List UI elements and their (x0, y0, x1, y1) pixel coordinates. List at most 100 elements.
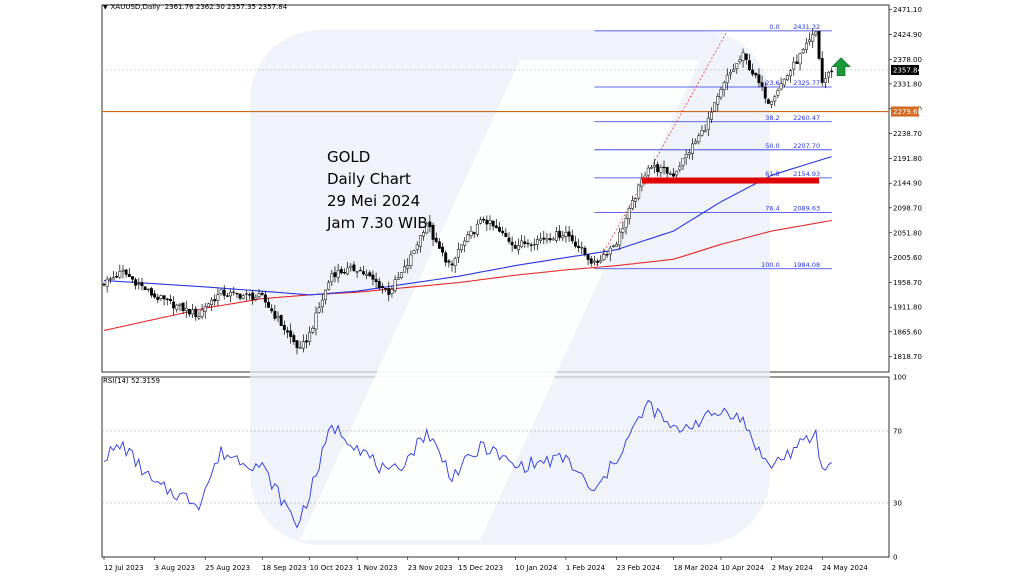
price-tick-label: 1818.70 (893, 353, 922, 361)
candle-body (551, 238, 555, 241)
candle-body (181, 302, 185, 312)
candle-body (219, 289, 223, 294)
annotation-line-2: Daily Chart (327, 170, 411, 188)
candle-body (137, 283, 141, 285)
candle-body (542, 237, 546, 240)
candle-body (662, 166, 666, 169)
candle-body (108, 278, 112, 280)
candle-body (267, 302, 270, 308)
candle-body (488, 220, 492, 224)
candle-body (387, 288, 391, 295)
candle-body (384, 288, 388, 290)
price-tick-label: 2378.00 (893, 56, 922, 64)
candle-body (697, 135, 701, 143)
time-tick-label: 24 May 2024 (822, 564, 868, 572)
candle-body (668, 173, 672, 175)
candle-body (365, 273, 369, 276)
candle-body (441, 246, 444, 253)
candle-body (197, 316, 201, 319)
candle-body (760, 82, 764, 87)
candle-body (194, 308, 198, 317)
candle-body (270, 308, 274, 312)
candle-body (260, 292, 264, 295)
price-tick-label: 2144.90 (893, 180, 922, 188)
candle-body (656, 164, 660, 173)
candle-body (517, 245, 520, 251)
candle-body (498, 227, 501, 232)
candle-body (684, 153, 688, 158)
candle-body (539, 238, 543, 241)
fib-price-label: 2089.63 (793, 205, 820, 213)
candle-body (418, 235, 422, 247)
fib-ratio-label: 100.0 (761, 261, 780, 269)
candle-body (494, 225, 498, 228)
rsi-series-line (103, 399, 832, 529)
candle-body (254, 297, 258, 300)
fib-price-label: 2325.77 (793, 79, 820, 87)
candle-body (469, 230, 473, 237)
candle-body (811, 34, 815, 42)
support-zone-bar (641, 177, 820, 184)
rsi-header: RSI(14) 52.3159 (103, 377, 160, 385)
candle-body (583, 247, 587, 255)
candle-body (368, 272, 372, 277)
rsi-title: RSI(14) 52.3159 (103, 377, 160, 385)
price-tick-label: 2005.60 (893, 254, 922, 262)
candle-body (681, 158, 685, 166)
candle-body (175, 304, 179, 310)
rsi-tick-label: 70 (893, 428, 902, 436)
candle-body (444, 252, 448, 263)
candle-body (491, 220, 495, 227)
candle-body (466, 234, 470, 242)
time-tick-label: 18 Mar 2024 (674, 564, 719, 572)
candle-body (710, 111, 713, 120)
candle-body (627, 208, 631, 220)
candle-body (592, 260, 596, 263)
candle-body (798, 53, 802, 65)
time-tick-label: 23 Feb 2024 (617, 564, 661, 572)
candle-body (814, 31, 818, 35)
up-arrow-icon (831, 57, 851, 77)
candle-body (273, 311, 277, 319)
current-price-tag (891, 64, 919, 75)
time-tick-label: 18 Sep 2023 (262, 564, 306, 572)
candle-body (213, 299, 217, 302)
candle-body (817, 30, 821, 59)
candle-body (279, 315, 283, 326)
candle-body (393, 279, 397, 291)
watermark-stroke (300, 60, 700, 540)
candle-body (596, 260, 600, 263)
candle-body (210, 299, 214, 306)
candle-body (222, 289, 226, 296)
candle-body (586, 254, 590, 260)
candle-body (773, 96, 777, 102)
candle-body (485, 219, 489, 225)
candle-body (770, 101, 774, 105)
price-tick-label: 1865.60 (893, 328, 922, 336)
candle-body (700, 130, 704, 136)
candle-body (545, 238, 549, 241)
candle-body (605, 254, 609, 256)
annotation-line-4: Jam 7.30 WIB (327, 214, 428, 232)
candle-body (589, 258, 593, 264)
candle-body (830, 70, 834, 73)
candle-body (510, 241, 514, 246)
candle-body (330, 273, 334, 282)
annotation-line-3: 29 Mei 2024 (327, 192, 421, 210)
symbol-timeframe: XAUUSD,Daily (110, 3, 161, 11)
candle-body (694, 141, 698, 144)
candle-body (178, 303, 182, 306)
candle-body (216, 294, 220, 301)
chart-menu-icon[interactable]: ▼ (103, 4, 108, 11)
candle-body (823, 78, 827, 83)
candle-body (630, 200, 634, 209)
candle-body (453, 258, 457, 266)
price-tick-label: 2051.80 (893, 229, 922, 237)
fib-price-label: 2260.47 (793, 114, 820, 122)
price-tick-label: 2238.70 (893, 130, 922, 138)
candle-body (608, 247, 612, 255)
moving-average-slow (103, 219, 832, 332)
candle-body (725, 74, 729, 84)
candle-body (703, 130, 707, 133)
